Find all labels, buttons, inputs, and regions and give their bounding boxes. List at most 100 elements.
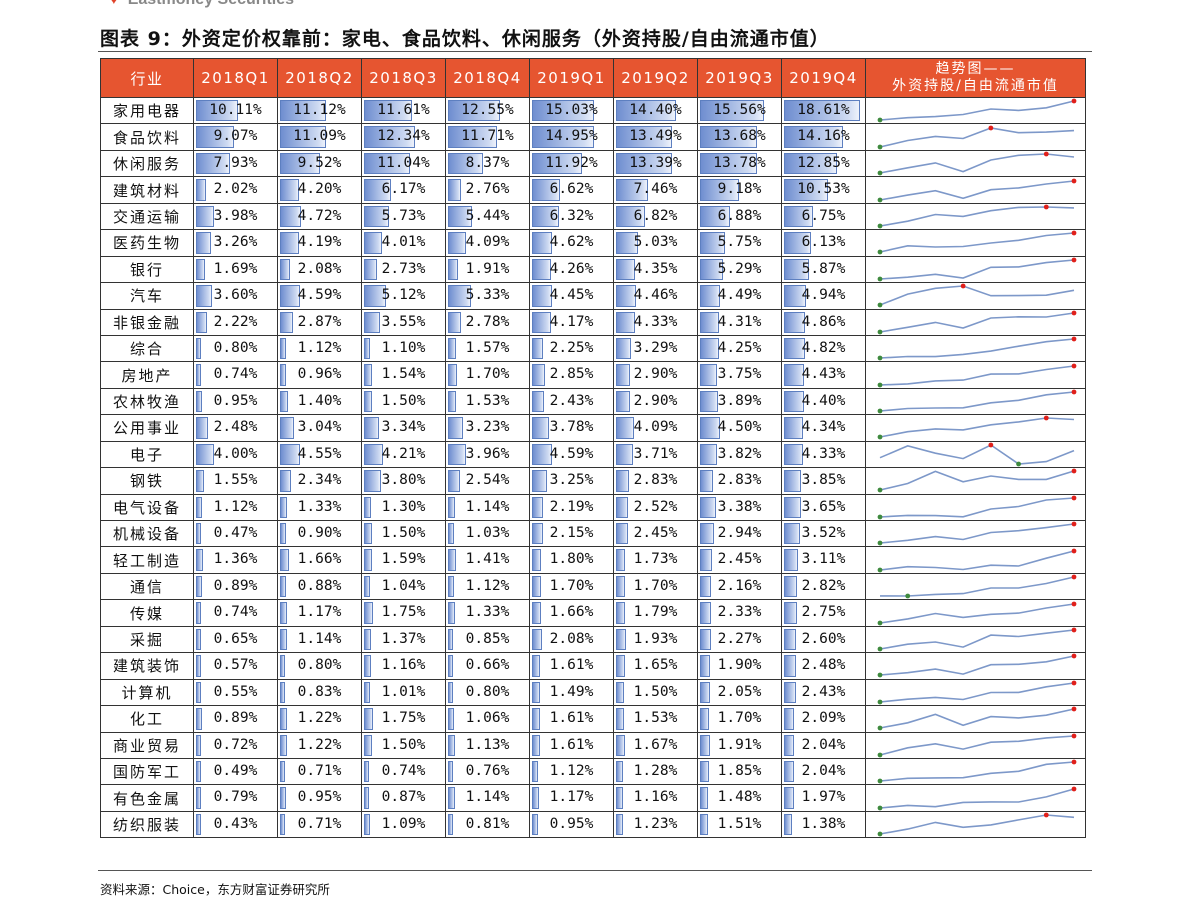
data-bar bbox=[700, 523, 714, 545]
value-cell: 5.87% bbox=[781, 255, 866, 284]
sparkline bbox=[877, 654, 1077, 678]
brand-marker-icon: ♥ bbox=[110, 0, 118, 7]
data-bar bbox=[364, 681, 371, 704]
data-bar bbox=[700, 602, 712, 624]
value-label: 6.17% bbox=[381, 181, 426, 198]
data-bar bbox=[364, 575, 371, 598]
data-bar bbox=[532, 126, 594, 148]
value-cell: 7.46% bbox=[613, 176, 698, 204]
value-label: 11.61% bbox=[377, 102, 430, 118]
value-label: 12.85% bbox=[797, 154, 850, 171]
data-bar bbox=[532, 311, 551, 333]
value-cell: 0.43% bbox=[193, 810, 278, 839]
value-cell: 0.74% bbox=[193, 361, 278, 389]
industry-name: 家用电器 bbox=[100, 96, 194, 125]
value-label: 0.83% bbox=[297, 683, 342, 700]
data-bar bbox=[616, 417, 635, 439]
sparkline-max-marker bbox=[1071, 733, 1077, 739]
sparkline-max-marker bbox=[1071, 521, 1077, 527]
sparkline bbox=[877, 310, 1077, 335]
value-cell: 4.49% bbox=[697, 282, 782, 310]
value-label: 3.29% bbox=[633, 339, 678, 356]
data-bar bbox=[280, 205, 301, 228]
data-bar bbox=[280, 523, 286, 545]
value-cell: 1.67% bbox=[613, 731, 698, 759]
value-cell: 1.12% bbox=[277, 334, 362, 363]
value-cell: 1.93% bbox=[613, 625, 698, 654]
data-bar bbox=[784, 813, 792, 836]
value-cell: 1.50% bbox=[613, 678, 698, 707]
value-cell: 10.53% bbox=[781, 176, 866, 204]
value-cell: 6.17% bbox=[361, 176, 446, 204]
header-trend-line2: 外资持股/自由流通市值 bbox=[892, 78, 1059, 94]
value-cell: 13.39% bbox=[613, 149, 698, 178]
value-label: 1.61% bbox=[549, 710, 594, 727]
data-bar bbox=[196, 602, 201, 624]
header-industry: 行业 bbox=[100, 58, 194, 98]
value-label: 2.22% bbox=[213, 313, 258, 330]
industry-name: 医药生物 bbox=[100, 229, 194, 257]
data-bar bbox=[700, 470, 714, 492]
data-bar bbox=[280, 364, 286, 386]
value-cell: 2.05% bbox=[697, 678, 782, 707]
data-bar bbox=[280, 734, 287, 756]
value-label: 1.59% bbox=[381, 551, 426, 568]
value-label: 1.53% bbox=[465, 392, 510, 409]
value-cell: 2.73% bbox=[361, 255, 446, 284]
value-cell: 4.01% bbox=[361, 229, 446, 257]
value-label: 0.89% bbox=[213, 577, 258, 594]
value-label: 1.37% bbox=[381, 630, 426, 647]
data-bar bbox=[280, 813, 285, 836]
value-cell: 1.14% bbox=[277, 625, 362, 654]
value-label: 1.14% bbox=[465, 789, 510, 806]
value-label: 1.30% bbox=[381, 498, 426, 515]
sparkline-path bbox=[879, 259, 1075, 280]
data-bar bbox=[364, 205, 389, 228]
value-label: 1.75% bbox=[381, 710, 426, 727]
sparkline-path bbox=[879, 470, 1075, 492]
sparkline bbox=[877, 257, 1077, 282]
data-bar bbox=[616, 602, 626, 624]
data-bar bbox=[448, 496, 455, 518]
value-cell: 3.85% bbox=[781, 467, 866, 495]
table-row: 建筑材料 2.02% 4.20% 6.17% 2.76% 6.62% 7.46% 9.18% 1… bbox=[100, 176, 1086, 204]
data-bar bbox=[280, 311, 294, 333]
value-label: 2.90% bbox=[633, 392, 678, 409]
value-label: 1.01% bbox=[381, 683, 426, 700]
value-cell: 1.14% bbox=[445, 493, 530, 522]
value-cell: 1.59% bbox=[361, 546, 446, 574]
value-cell: 4.94% bbox=[781, 282, 866, 310]
sparkline bbox=[877, 468, 1077, 493]
value-label: 4.33% bbox=[633, 313, 678, 330]
table-row: 医药生物 3.26% 4.19% 4.01% 4.09% 4.62% 5.03% 5.75% 6… bbox=[100, 229, 1086, 257]
data-bar bbox=[196, 311, 207, 333]
data-bar bbox=[700, 734, 710, 756]
sparkline bbox=[877, 283, 1075, 308]
value-cell: 2.83% bbox=[697, 467, 782, 495]
sparkline bbox=[877, 416, 1075, 440]
value-label: 10.11% bbox=[209, 102, 262, 118]
value-label: 1.85% bbox=[717, 762, 762, 779]
data-bar bbox=[784, 602, 797, 624]
data-bar bbox=[784, 655, 796, 677]
value-label: 2.90% bbox=[633, 366, 678, 383]
value-cell: 5.03% bbox=[613, 229, 698, 257]
data-bar bbox=[532, 813, 538, 836]
data-bar bbox=[448, 152, 484, 175]
value-label: 0.74% bbox=[213, 366, 258, 383]
value-label: 4.82% bbox=[801, 339, 846, 356]
sparkline-path bbox=[879, 443, 1075, 465]
value-cell: 4.40% bbox=[781, 387, 866, 416]
value-label: 1.14% bbox=[297, 630, 342, 647]
data-bar bbox=[616, 205, 646, 228]
value-label: 4.31% bbox=[717, 313, 762, 330]
value-label: 0.71% bbox=[297, 762, 342, 779]
sparkline bbox=[877, 336, 1077, 361]
value-cell: 0.72% bbox=[193, 731, 278, 759]
value-label: 0.96% bbox=[297, 366, 342, 383]
value-cell: 1.73% bbox=[613, 546, 698, 574]
footer-divider bbox=[98, 870, 1092, 871]
value-label: 3.34% bbox=[381, 419, 426, 436]
value-cell: 5.33% bbox=[445, 282, 530, 310]
data-bar bbox=[364, 100, 413, 122]
